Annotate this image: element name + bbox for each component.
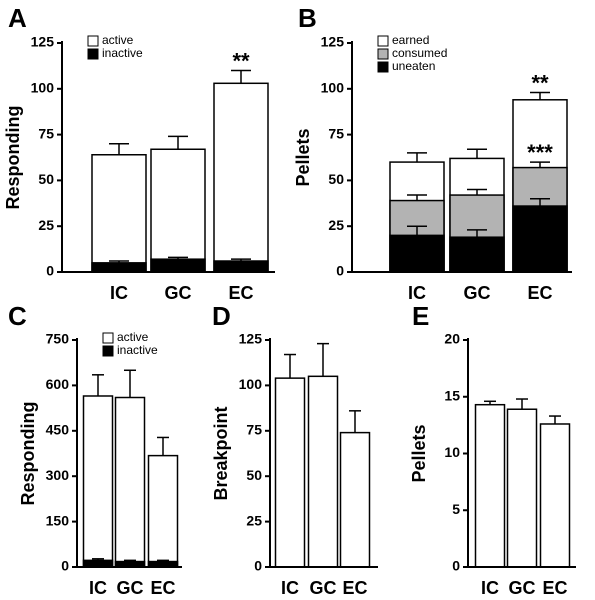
y-tick-label: 100: [31, 80, 55, 96]
legend-swatch: [102, 332, 114, 344]
x-tick-label: GC: [509, 578, 536, 598]
x-tick-label: IC: [481, 578, 499, 598]
bar: [213, 82, 269, 273]
legend-label: active: [117, 330, 149, 344]
panel-label: B: [298, 3, 317, 33]
x-tick-label: IC: [89, 578, 107, 598]
y-tick-label: 0: [61, 558, 69, 574]
y-tick-label: 0: [254, 558, 262, 574]
x-tick-label: EC: [228, 283, 253, 303]
legend-label: active: [102, 33, 134, 47]
y-axis-label: Responding: [3, 106, 23, 210]
legend-swatch: [87, 35, 99, 47]
y-tick-label: 600: [46, 376, 70, 392]
y-tick-label: 125: [321, 34, 345, 50]
y-tick-label: 0: [336, 263, 344, 279]
y-tick-label: 750: [46, 331, 70, 347]
y-axis-label: Responding: [18, 402, 38, 506]
legend-swatch: [377, 61, 389, 73]
bar: [150, 258, 206, 273]
legend-label: earned: [392, 33, 429, 47]
bar: [82, 395, 114, 568]
panel-label: D: [212, 301, 231, 331]
x-tick-label: GC: [165, 283, 192, 303]
bar: [307, 375, 339, 568]
bar: [512, 205, 568, 273]
y-tick-label: 25: [328, 217, 344, 233]
y-axis-label: Pellets: [293, 128, 313, 186]
panel-label: A: [8, 3, 27, 33]
x-tick-label: EC: [542, 578, 567, 598]
y-tick-label: 100: [239, 376, 263, 392]
y-tick-label: 25: [246, 512, 262, 528]
y-tick-label: 125: [31, 34, 55, 50]
y-axis-label: Pellets: [409, 424, 429, 482]
bar: [114, 396, 146, 568]
y-tick-label: 0: [46, 263, 54, 279]
y-tick-label: 100: [321, 80, 345, 96]
legend-label: inactive: [102, 46, 143, 60]
panel-label: E: [412, 301, 429, 331]
y-tick-label: 150: [46, 512, 70, 528]
bar: [449, 236, 505, 273]
y-tick-label: 50: [38, 171, 54, 187]
legend-swatch: [102, 345, 114, 357]
annotation: **: [531, 70, 549, 95]
y-tick-label: 300: [46, 467, 70, 483]
panel-label: C: [8, 301, 27, 331]
legend-swatch: [377, 35, 389, 47]
legend-swatch: [87, 48, 99, 60]
x-tick-label: IC: [408, 283, 426, 303]
y-tick-label: 25: [38, 217, 54, 233]
legend-label: inactive: [117, 343, 158, 357]
y-tick-label: 0: [452, 558, 460, 574]
bar: [213, 260, 269, 273]
y-tick-label: 50: [246, 467, 262, 483]
y-tick-label: 20: [444, 331, 460, 347]
y-tick-label: 75: [38, 125, 54, 141]
y-tick-label: 50: [328, 171, 344, 187]
bar: [91, 262, 147, 273]
x-tick-label: EC: [342, 578, 367, 598]
x-tick-label: GC: [117, 578, 144, 598]
x-tick-label: EC: [150, 578, 175, 598]
x-tick-label: IC: [110, 283, 128, 303]
bar: [506, 408, 538, 568]
x-tick-label: EC: [527, 283, 552, 303]
y-tick-label: 10: [444, 444, 460, 460]
legend-swatch: [377, 48, 389, 60]
y-tick-label: 450: [46, 422, 70, 438]
y-tick-label: 15: [444, 387, 460, 403]
x-tick-label: IC: [281, 578, 299, 598]
bar: [389, 234, 445, 273]
x-tick-label: GC: [464, 283, 491, 303]
y-tick-label: 125: [239, 331, 263, 347]
annotation: ***: [527, 140, 553, 165]
bar: [274, 377, 306, 568]
legend-label: uneaten: [392, 59, 435, 73]
bar: [150, 148, 206, 273]
y-tick-label: 75: [328, 125, 344, 141]
legend-label: consumed: [392, 46, 447, 60]
bar: [91, 154, 147, 273]
bar: [474, 403, 506, 568]
y-tick-label: 5: [452, 501, 460, 517]
bar: [339, 431, 371, 568]
bar: [539, 423, 571, 568]
y-axis-label: Breakpoint: [211, 406, 231, 500]
bar: [147, 454, 179, 568]
x-tick-label: GC: [310, 578, 337, 598]
y-tick-label: 75: [246, 422, 262, 438]
annotation: **: [232, 48, 250, 73]
